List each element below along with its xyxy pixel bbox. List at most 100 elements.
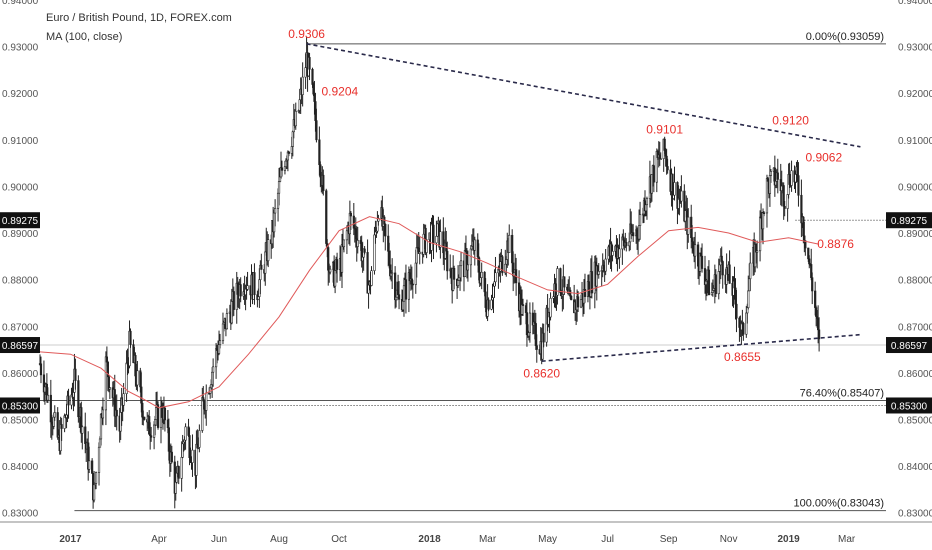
candle-body [652,165,655,183]
candle-body [590,271,593,294]
x-axis-tick-label: Mar [838,534,856,545]
candle-body [304,67,307,78]
price-annotation: 0.8620 [523,367,560,381]
candle-body [638,214,642,226]
candle-body [198,430,201,448]
y-axis-tick-label-left: 0.91000 [2,136,39,147]
candle-body [163,407,167,421]
candle-body [184,426,187,441]
candle-body [91,460,94,474]
x-axis-tick-label: May [538,534,557,545]
candle-body [556,268,559,296]
candle-body [308,57,311,70]
candle-body [645,198,649,206]
x-axis-tick-label: Aug [270,534,288,545]
candle-body [576,296,580,308]
y-axis-tick-label: 0.84000 [898,462,932,473]
y-axis-tick-label: 0.92000 [898,89,932,100]
y-axis-tick-label-left: 0.84000 [2,462,39,473]
y-axis-tick-label-left: 0.92000 [2,89,39,100]
y-axis-tick-label-left: 0.94000 [2,0,39,7]
candle-body [714,274,717,295]
candle-body [329,268,332,273]
candle-body [150,435,153,438]
candle-body [246,285,249,290]
candle-body [811,277,814,292]
candle-body [315,120,318,141]
y-axis-tick-label-left: 0.88000 [2,276,39,287]
candle-body [707,269,711,296]
candle-body [318,139,321,166]
candle-body [67,395,70,406]
candle-body [814,290,817,308]
candle-body [528,312,531,333]
candle-body [446,250,449,272]
candle-body [101,409,105,419]
candle-body [39,363,43,376]
candle-body [108,387,111,390]
candle-body [735,303,738,319]
candle-body [776,172,779,180]
y-axis-tick-label-left: 0.89000 [2,229,39,240]
price-annotation: 0.9101 [646,122,683,136]
price-badge-left-text: 0.89275 [2,216,39,227]
candle-body [201,397,204,431]
y-axis-tick-label-left: 0.90000 [2,182,39,193]
candle-body [349,212,352,217]
candle-body [435,235,438,244]
candle-body [74,368,77,381]
price-badge-left [0,212,40,229]
candle-body [143,416,146,420]
candle-body [687,216,690,235]
fib-level-label: 0.00%(0.93059) [806,31,884,43]
candle-body [747,290,750,309]
chart-title: Euro / British Pound, 1D, FOREX.com [46,12,232,24]
x-axis-tick-label: Jul [601,534,614,545]
candle-body [680,190,683,202]
candle-body [342,239,346,248]
candle-body [363,248,366,253]
candle-body [756,250,759,253]
price-annotation: 0.9120 [772,114,809,128]
price-badge-left-text: 0.85300 [2,401,39,412]
price-badge-left-text: 0.86597 [2,341,39,352]
trendline-lower [541,333,861,363]
candle-body [174,481,177,494]
candle-body [46,394,49,401]
candle-body [402,285,406,302]
candle-body [456,280,460,286]
x-axis-tick-label: Mar [479,534,497,545]
price-annotation: 0.9062 [805,151,842,165]
price-badge-right-text: 0.85300 [891,401,928,412]
candle-body [721,261,724,276]
candle-body [487,299,490,310]
candle-body [804,240,807,249]
candle-body [260,264,263,270]
x-axis-tick-label: 2019 [777,534,800,545]
candle-body [535,345,538,350]
candle-body [790,170,793,186]
candle-body [84,426,87,444]
candle-body [459,260,463,267]
candle-body [749,262,752,280]
price-annotation: 0.9204 [321,84,358,98]
price-badge-right-text: 0.89275 [891,216,928,227]
x-axis-tick-label: Nov [720,534,738,545]
candle-body [191,449,194,463]
fib-level-label: 76.40%(0.85407) [800,387,884,399]
candle-body [88,460,91,470]
x-axis-tick-label: Apr [151,534,167,545]
y-axis-tick-label-left: 0.83000 [2,509,39,520]
candle-body [94,472,98,484]
candle-body [404,279,408,300]
candle-body [411,283,414,286]
x-axis-tick-label: Oct [331,534,347,545]
fib-level-label: 100.00%(0.83043) [793,498,884,510]
price-badge-left [0,337,40,354]
y-axis-tick-label-left: 0.86000 [2,369,39,380]
candle-body [274,207,277,214]
candle-body [232,291,235,310]
price-badge-right [886,212,932,229]
